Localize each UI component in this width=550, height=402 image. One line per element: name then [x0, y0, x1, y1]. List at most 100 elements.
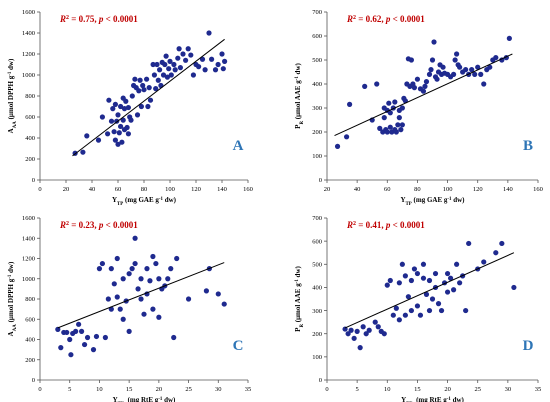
- x-tick-label: 160: [243, 186, 253, 193]
- data-point: [463, 67, 469, 73]
- data-point: [387, 110, 393, 116]
- y-tick-label: 700: [312, 9, 322, 16]
- data-point: [177, 65, 183, 71]
- data-point: [381, 331, 387, 337]
- data-point: [120, 276, 126, 282]
- data-point: [487, 64, 493, 70]
- y-axis-title: PR (μmol AAE g-1 dw): [294, 63, 305, 129]
- data-point: [426, 277, 433, 284]
- data-point: [176, 46, 182, 52]
- data-point: [392, 99, 398, 105]
- data-point: [115, 112, 121, 118]
- data-point: [334, 143, 341, 149]
- data-point: [411, 85, 418, 91]
- data-point: [405, 294, 411, 300]
- panel-c: 0 5 10 15 20 25 30 35 0 200 400 600 800 1000 1200 1400 1…: [7, 215, 251, 402]
- data-point: [454, 51, 460, 57]
- x-axis-title: YTP (mg GAE g-1 dw): [400, 196, 465, 207]
- data-point: [423, 79, 430, 85]
- data-point: [426, 71, 433, 77]
- data-point: [168, 72, 174, 78]
- data-point: [481, 259, 487, 265]
- y-tick-label: 1200: [22, 51, 35, 58]
- trendline: [72, 38, 225, 157]
- data-point: [166, 66, 172, 72]
- data-point: [151, 72, 157, 78]
- x-tick-label: 20: [63, 186, 70, 193]
- data-point: [76, 321, 82, 327]
- data-point: [141, 87, 147, 93]
- data-point: [137, 77, 143, 83]
- data-point: [426, 307, 433, 314]
- data-point: [147, 97, 154, 103]
- x-tick-label: 25: [474, 386, 481, 393]
- y-tick-label: 1400: [22, 30, 35, 37]
- data-point: [190, 72, 196, 78]
- y-tick-label: 1600: [22, 215, 35, 222]
- data-point: [396, 115, 402, 121]
- data-point: [511, 284, 517, 291]
- x-tick-label: 60: [384, 186, 391, 193]
- data-point: [414, 270, 421, 277]
- y-tick-label: 300: [312, 308, 322, 315]
- r2-annotation: R2 = 0.75, p < 0.0001: [59, 14, 138, 24]
- data-point: [366, 327, 372, 333]
- data-point: [452, 57, 458, 63]
- data-point: [172, 67, 178, 73]
- data-point: [126, 328, 132, 334]
- x-tick-label: 30: [215, 386, 222, 393]
- panel-b: 20 40 60 80 100 120 140 160 0 100 200 300 400 500 600 7…: [294, 9, 543, 206]
- data-point: [375, 324, 381, 330]
- data-point: [162, 61, 168, 68]
- data-point: [417, 312, 424, 318]
- data-point: [129, 93, 135, 99]
- data-point: [138, 276, 144, 282]
- data-point: [114, 255, 120, 262]
- data-point: [481, 81, 487, 87]
- data-point: [429, 296, 436, 302]
- data-point: [64, 329, 70, 336]
- data-point: [451, 71, 457, 77]
- data-point: [120, 316, 126, 322]
- y-tick-label: 100: [312, 354, 322, 361]
- x-tick-label: 100: [443, 186, 453, 193]
- data-point: [120, 117, 126, 123]
- data-point: [463, 307, 469, 314]
- data-point: [454, 261, 460, 267]
- data-point: [457, 64, 463, 70]
- data-point: [67, 336, 73, 343]
- x-axis-title: YTFs (mg RtE g-1 dw): [401, 396, 464, 402]
- data-point: [147, 278, 153, 284]
- data-point: [110, 106, 116, 112]
- data-point: [348, 327, 354, 333]
- data-point: [499, 240, 505, 247]
- data-point: [111, 129, 117, 135]
- x-tick-label: 40: [354, 186, 361, 193]
- data-point: [347, 101, 353, 107]
- x-tick-label: 0: [38, 186, 41, 193]
- data-point: [384, 282, 390, 288]
- trendline: [57, 262, 225, 329]
- data-point: [203, 288, 209, 294]
- data-point: [451, 287, 457, 293]
- data-point: [84, 334, 91, 341]
- data-point: [150, 306, 156, 312]
- x-tick-label: 120: [473, 186, 483, 193]
- data-point: [112, 137, 118, 143]
- data-point: [126, 271, 132, 277]
- data-point: [171, 61, 177, 68]
- data-point: [466, 240, 472, 247]
- r2-annotation: R2 = 0.41, p < 0.0001: [346, 220, 425, 230]
- y-tick-label: 500: [312, 57, 322, 64]
- data-point: [420, 88, 427, 94]
- data-point: [381, 115, 387, 121]
- data-point: [438, 307, 445, 314]
- data-point: [115, 141, 121, 147]
- data-point: [374, 81, 380, 87]
- data-point: [408, 57, 414, 63]
- data-point: [183, 57, 189, 63]
- y-tick-label: 1200: [22, 256, 35, 263]
- data-point: [387, 124, 393, 130]
- data-point: [215, 291, 221, 297]
- data-point: [199, 56, 206, 62]
